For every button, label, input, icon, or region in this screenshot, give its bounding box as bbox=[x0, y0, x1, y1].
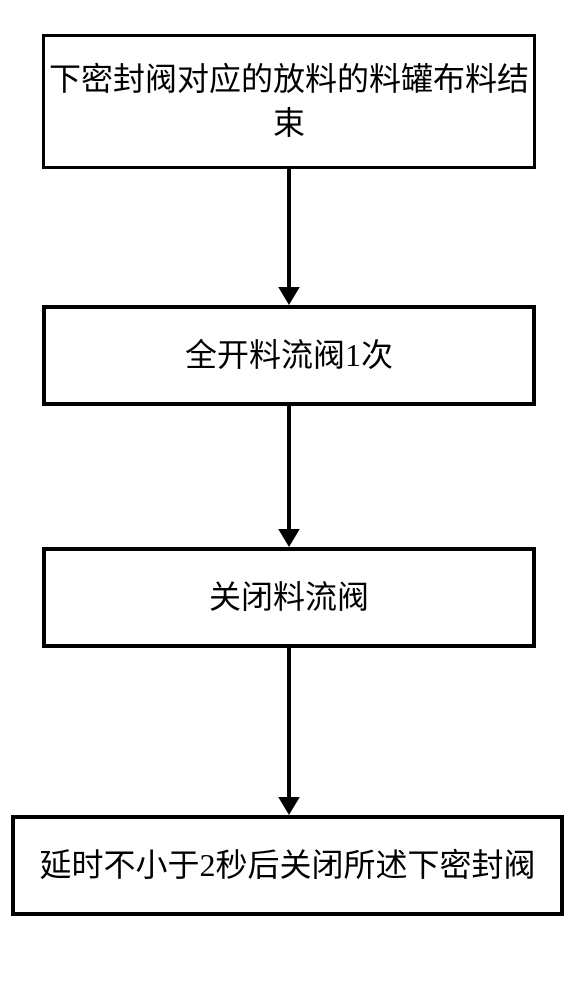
flow-node-3-text: 关闭料流阀 bbox=[209, 576, 369, 619]
flow-node-4-text: 延时不小于2秒后关闭所述下密封阀 bbox=[39, 844, 535, 887]
flow-node-2: 全开料流阀1次 bbox=[42, 305, 536, 406]
flow-node-2-text: 全开料流阀1次 bbox=[185, 334, 393, 377]
flow-node-4: 延时不小于2秒后关闭所述下密封阀 bbox=[11, 815, 564, 916]
flow-node-1: 下密封阀对应的放料的料罐布料结束 bbox=[42, 34, 536, 169]
flow-node-1-text: 下密封阀对应的放料的料罐布料结束 bbox=[45, 58, 533, 144]
flowchart-canvas: 下密封阀对应的放料的料罐布料结束 全开料流阀1次 关闭料流阀 延时不小于2秒后关… bbox=[0, 0, 575, 1000]
flow-node-3: 关闭料流阀 bbox=[42, 547, 536, 648]
